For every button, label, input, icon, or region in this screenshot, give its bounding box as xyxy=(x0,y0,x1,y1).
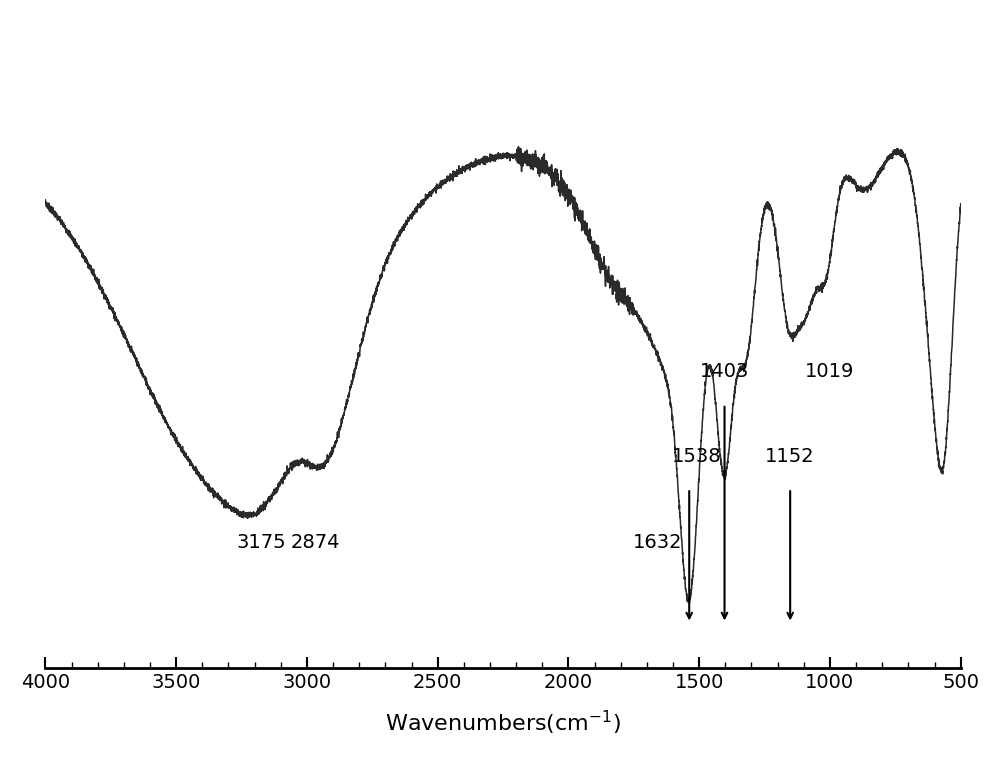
Text: 1152: 1152 xyxy=(765,446,815,465)
Text: 3175: 3175 xyxy=(236,534,286,553)
X-axis label: Wavenumbers(cm$^{-1}$): Wavenumbers(cm$^{-1}$) xyxy=(385,709,621,738)
Text: 1538: 1538 xyxy=(672,446,721,465)
Text: 2874: 2874 xyxy=(290,534,340,553)
Text: 1632: 1632 xyxy=(633,534,682,553)
Text: 1019: 1019 xyxy=(805,362,855,381)
Text: 1403: 1403 xyxy=(700,362,749,381)
